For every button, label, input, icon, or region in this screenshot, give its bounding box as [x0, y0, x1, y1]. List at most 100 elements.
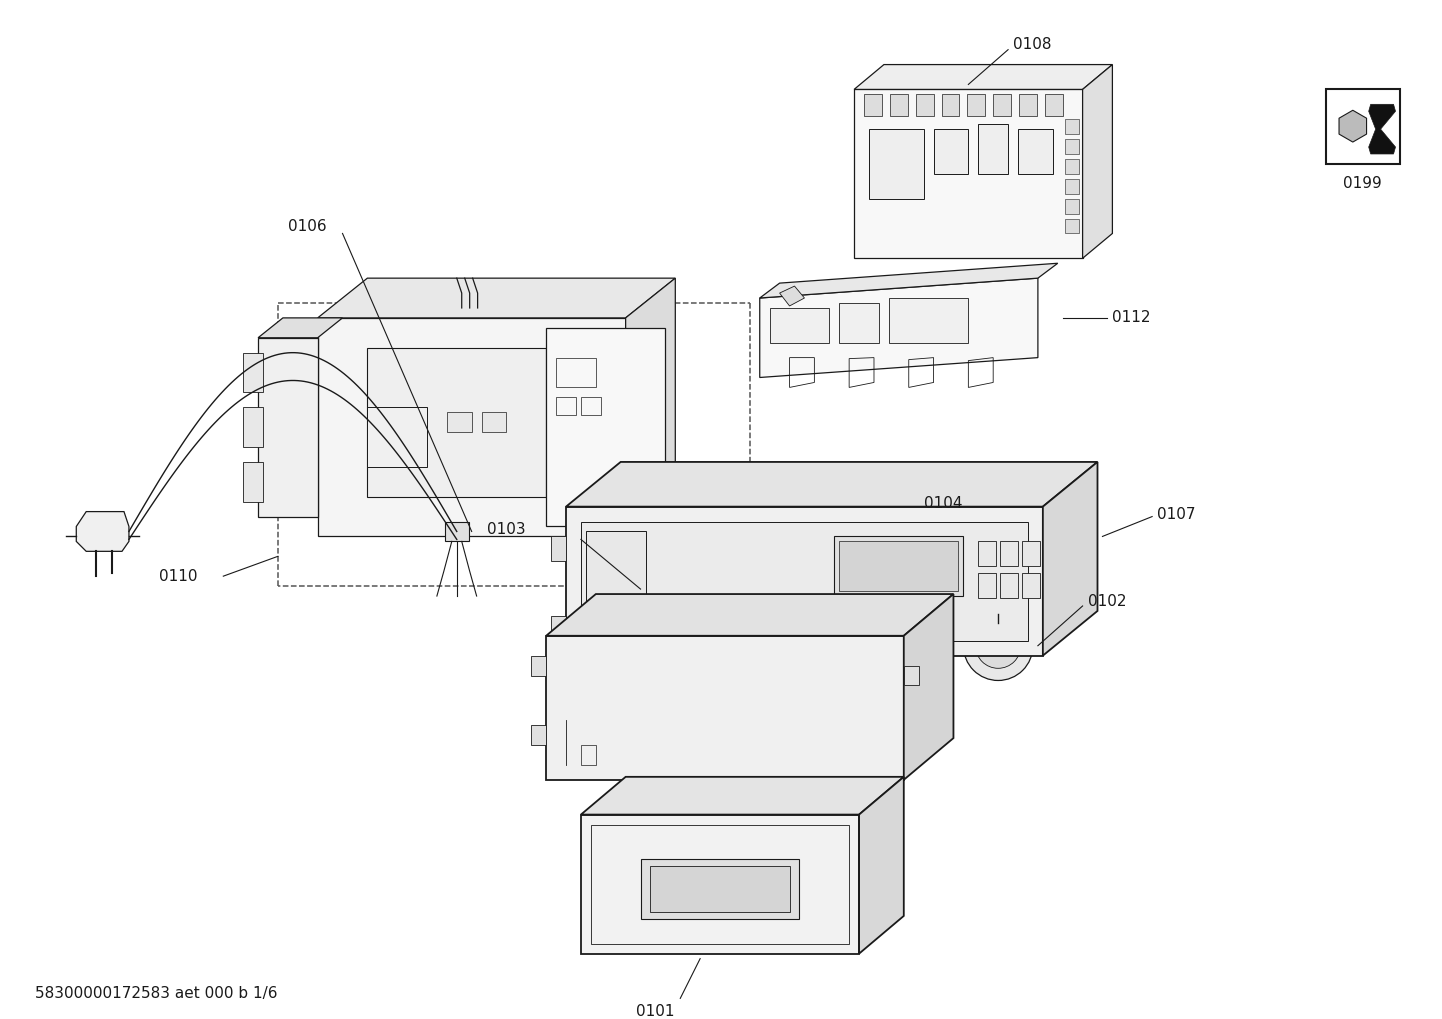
Bar [585, 532, 646, 631]
Polygon shape [1083, 64, 1112, 258]
Circle shape [991, 639, 1005, 652]
Text: 0107: 0107 [1156, 507, 1195, 522]
Circle shape [1345, 119, 1360, 133]
Bar [581, 397, 601, 415]
Bar [942, 95, 959, 116]
Polygon shape [547, 594, 953, 636]
Bar [758, 517, 777, 556]
Polygon shape [854, 64, 1112, 90]
Text: 0101: 0101 [636, 1004, 673, 1019]
Polygon shape [660, 479, 861, 512]
Bar [482, 413, 506, 432]
Bar [704, 517, 721, 556]
Bar [1022, 574, 1040, 598]
Bar [864, 95, 883, 116]
Bar [731, 517, 748, 556]
Text: 0102: 0102 [1087, 593, 1126, 608]
Bar [1022, 541, 1040, 567]
Circle shape [606, 667, 685, 747]
Polygon shape [581, 522, 1028, 641]
Polygon shape [854, 90, 1083, 258]
Bar [1064, 119, 1079, 135]
Bar [1019, 95, 1037, 116]
Text: 0199: 0199 [1344, 176, 1381, 192]
Bar [557, 397, 575, 415]
Polygon shape [660, 496, 839, 596]
Bar [978, 574, 996, 598]
Bar [835, 536, 963, 596]
Polygon shape [859, 776, 904, 954]
Circle shape [649, 582, 672, 606]
Bar [839, 541, 959, 591]
Polygon shape [1340, 110, 1367, 142]
Polygon shape [567, 506, 1043, 655]
Polygon shape [1368, 104, 1396, 154]
Bar [551, 615, 567, 641]
Bar [890, 95, 908, 116]
Polygon shape [1043, 462, 1097, 655]
Bar [1001, 541, 1018, 567]
Bar [968, 95, 985, 116]
Circle shape [373, 414, 381, 421]
Polygon shape [76, 512, 128, 551]
Text: 0103: 0103 [486, 522, 525, 537]
Polygon shape [258, 318, 343, 337]
Circle shape [767, 699, 783, 715]
Bar [581, 745, 596, 765]
Polygon shape [581, 776, 904, 814]
Polygon shape [547, 328, 665, 527]
Bar [933, 129, 969, 174]
Bar [1045, 95, 1063, 116]
Polygon shape [626, 278, 675, 536]
Bar [994, 95, 1011, 116]
Bar [1064, 218, 1079, 233]
Bar [916, 95, 933, 116]
Bar [1064, 139, 1079, 154]
Bar [531, 726, 547, 745]
Bar [640, 859, 799, 919]
Text: 0112: 0112 [1112, 311, 1151, 325]
Text: 0104: 0104 [924, 496, 962, 512]
Bar [978, 124, 1008, 174]
Circle shape [388, 414, 397, 421]
Text: 0106: 0106 [288, 219, 326, 234]
Circle shape [976, 623, 1021, 668]
Bar [1018, 129, 1053, 174]
Bar [1064, 199, 1079, 214]
Circle shape [373, 433, 381, 441]
Bar [551, 536, 567, 561]
Bar [1327, 90, 1400, 164]
Polygon shape [839, 479, 861, 581]
Polygon shape [317, 278, 675, 318]
Text: 0108: 0108 [1014, 38, 1051, 52]
Polygon shape [567, 462, 1097, 506]
Polygon shape [547, 636, 904, 780]
Bar [888, 298, 969, 342]
Bar [368, 347, 547, 496]
Bar [591, 824, 849, 944]
Bar [770, 308, 829, 342]
Circle shape [707, 553, 763, 609]
Text: 0110: 0110 [159, 569, 198, 584]
Polygon shape [760, 263, 1058, 298]
Bar [1064, 159, 1079, 174]
Bar [786, 517, 805, 556]
Bar [244, 353, 262, 392]
Bar [557, 358, 596, 387]
Bar [870, 129, 924, 199]
Polygon shape [760, 278, 1038, 377]
Polygon shape [780, 286, 805, 306]
Bar [531, 655, 547, 676]
Polygon shape [904, 594, 953, 780]
Bar [675, 517, 694, 556]
Bar [839, 303, 880, 342]
Polygon shape [581, 814, 859, 954]
Bar [904, 665, 919, 686]
Bar [650, 866, 790, 912]
Bar [447, 413, 472, 432]
Circle shape [388, 433, 397, 441]
Circle shape [591, 652, 701, 762]
Polygon shape [258, 337, 317, 517]
Bar [978, 541, 996, 567]
Text: 58300000172583 aet 000 b 1/6: 58300000172583 aet 000 b 1/6 [35, 986, 277, 1001]
